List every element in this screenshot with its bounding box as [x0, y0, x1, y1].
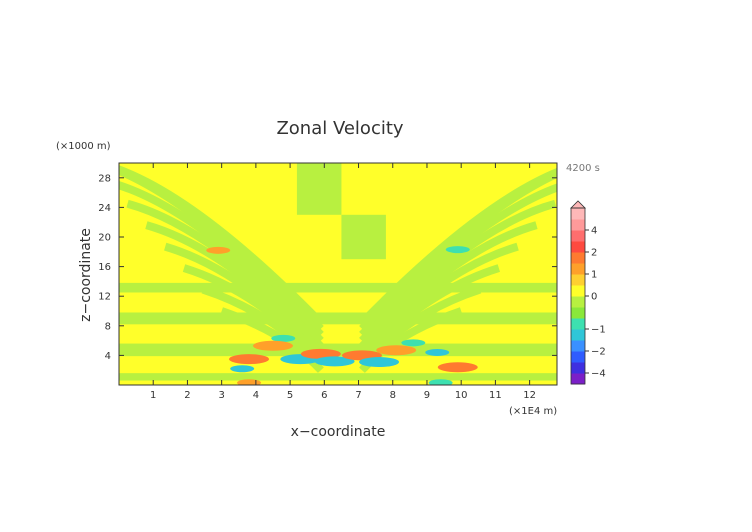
x-unit-label: (×1E4 m) — [509, 406, 557, 417]
wave-bands — [119, 163, 557, 381]
x-tick-label: 2 — [184, 390, 190, 401]
y-tick-label: 28 — [98, 173, 111, 184]
colorbar-tick-label: 0 — [591, 292, 597, 303]
negative-anomaly — [314, 356, 355, 367]
plot-frame — [118, 162, 558, 386]
chart-title: Zonal Velocity — [276, 118, 403, 139]
y-tick-label: 12 — [98, 292, 111, 303]
wave-band — [145, 221, 324, 350]
colorbar-tick-label: 4 — [591, 226, 597, 237]
x-axis: 1 2 3 4 5 6 7 8 9 10 11 12 — [150, 163, 536, 401]
negative-anomaly — [428, 379, 453, 385]
colorbar-segment — [571, 241, 585, 253]
x-tick-label: 7 — [355, 390, 361, 401]
colorbar-tick-label: −1 — [591, 325, 606, 336]
negative-anomaly — [425, 348, 450, 356]
negative-anomaly — [445, 246, 470, 254]
colorbar-segment — [571, 230, 585, 242]
wave-band — [359, 221, 538, 350]
colorbar-segment — [571, 329, 585, 341]
wave-band — [359, 183, 557, 338]
x-tick-label: 4 — [253, 390, 259, 401]
colorbar: 4 2 1 0 −1 −2 −4 — [570, 200, 606, 385]
y-tick-label: 16 — [98, 262, 111, 273]
x-tick-label: 5 — [287, 390, 293, 401]
colorbar-tick-label: −2 — [591, 347, 606, 358]
wave-band — [359, 264, 501, 362]
wave-band — [119, 373, 557, 381]
wave-band — [359, 167, 557, 326]
y-tick-label: 4 — [105, 351, 111, 362]
wave-band — [164, 242, 324, 356]
x-tick-label: 8 — [390, 390, 396, 401]
colorbar-segment — [571, 208, 585, 220]
x-tick-label: 10 — [455, 390, 468, 401]
y-tick-label: 8 — [105, 321, 111, 332]
wave-band — [182, 264, 324, 362]
x-tick-label: 11 — [489, 390, 502, 401]
colorbar-segment — [571, 351, 585, 363]
colorbar-segment — [571, 307, 585, 319]
time-label: 4200 s — [566, 163, 600, 174]
x-tick-label: 9 — [424, 390, 430, 401]
negative-anomaly — [401, 339, 426, 347]
negative-anomaly — [230, 365, 255, 373]
x-tick-label: 6 — [321, 390, 327, 401]
wave-band — [119, 312, 557, 325]
colorbar-tick-label: −4 — [591, 369, 606, 380]
plot-area — [119, 163, 557, 385]
positive-anomaly — [252, 340, 293, 351]
wave-band — [119, 282, 557, 293]
x-tick-label: 1 — [150, 390, 156, 401]
x-tick-label: 3 — [218, 390, 224, 401]
anomaly-cells — [206, 246, 478, 385]
colorbar-segment — [571, 285, 585, 297]
negative-anomaly — [271, 334, 296, 342]
positive-anomaly — [376, 345, 417, 356]
colorbar-segment — [571, 362, 585, 374]
y-unit-label: (×1000 m) — [56, 141, 111, 152]
colorbar-segment — [571, 318, 585, 330]
x-tick-label: 12 — [523, 390, 536, 401]
quadrant-cell — [296, 163, 342, 215]
colorbar-segment — [571, 252, 585, 264]
positive-anomaly — [229, 354, 270, 365]
colorbar-segment — [571, 219, 585, 231]
positive-anomaly — [206, 246, 231, 254]
colorbar-segment — [571, 340, 585, 352]
wave-band — [119, 181, 324, 338]
colorbar-segment — [571, 274, 585, 286]
colorbar-segment — [571, 296, 585, 308]
quadrant-cell — [341, 214, 386, 260]
x-axis-label: x−coordinate — [291, 424, 386, 440]
negative-anomaly — [359, 357, 400, 368]
y-axis-label: z−coordinate — [78, 228, 94, 322]
colorbar-tick-label: 1 — [591, 270, 597, 281]
y-tick-label: 24 — [98, 203, 111, 214]
positive-anomaly — [437, 362, 478, 373]
positive-anomaly — [237, 379, 262, 385]
colorbar-tick-label: 2 — [591, 248, 597, 259]
colorbar-segment — [571, 263, 585, 275]
wave-band — [359, 242, 519, 356]
wave-band — [119, 165, 324, 326]
colorbar-extend-arrow — [570, 200, 586, 209]
y-tick-label: 20 — [98, 233, 111, 244]
colorbar-segment — [571, 373, 585, 385]
y-axis: 4 8 12 16 20 24 28 — [98, 173, 557, 362]
